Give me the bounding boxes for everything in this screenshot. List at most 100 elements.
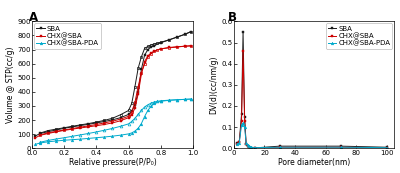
- SBA: [126, 113, 131, 116]
- CHX@SBA: [126, 117, 131, 119]
- Text: A: A: [29, 11, 38, 24]
- CHX@SBA-PDA: [166, 99, 171, 101]
- CHX@SBA: [245, 145, 250, 147]
- CHX@SBA: [46, 133, 51, 135]
- CHX@SBA-PDA: [152, 102, 157, 104]
- SBA: [139, 68, 144, 70]
- CHX@SBA: [102, 123, 107, 125]
- CHX@SBA: [277, 146, 282, 148]
- CHX@SBA-PDA: [139, 122, 144, 125]
- SBA: [338, 145, 343, 147]
- CHX@SBA: [242, 120, 247, 122]
- CHX@SBA: [139, 73, 144, 75]
- SBA: [152, 45, 157, 47]
- CHX@SBA: [239, 120, 244, 122]
- SBA: [86, 123, 91, 125]
- SBA: [253, 147, 258, 149]
- CHX@SBA-PDA: [239, 124, 244, 126]
- CHX@SBA-PDA: [145, 110, 150, 112]
- CHX@SBA: [132, 107, 137, 109]
- SBA: [277, 145, 282, 147]
- Line: SBA: SBA: [34, 30, 192, 137]
- CHX@SBA: [118, 120, 123, 122]
- Line: CHX@SBA-PDA: CHX@SBA-PDA: [236, 121, 388, 149]
- CHX@SBA: [182, 45, 187, 47]
- CHX@SBA: [33, 137, 38, 139]
- CHX@SBA: [249, 147, 254, 149]
- SBA: [245, 145, 250, 147]
- CHX@SBA: [62, 129, 67, 131]
- SBA: [158, 42, 163, 44]
- CHX@SBA-PDA: [46, 141, 51, 143]
- Y-axis label: DV(d)(cc/nm/g): DV(d)(cc/nm/g): [210, 56, 218, 114]
- CHX@SBA-PDA: [33, 143, 38, 145]
- Text: B: B: [228, 11, 236, 24]
- CHX@SBA-PDA: [384, 147, 389, 149]
- SBA: [142, 54, 147, 56]
- CHX@SBA-PDA: [174, 99, 179, 101]
- SBA: [145, 49, 150, 51]
- SBA: [62, 127, 67, 129]
- CHX@SBA-PDA: [242, 126, 247, 128]
- CHX@SBA: [142, 61, 147, 63]
- CHX@SBA: [237, 141, 242, 143]
- SBA: [94, 122, 99, 124]
- SBA: [189, 30, 194, 33]
- Line: SBA: SBA: [236, 31, 388, 149]
- CHX@SBA-PDA: [38, 142, 43, 144]
- CHX@SBA-PDA: [102, 136, 107, 138]
- CHX@SBA: [384, 147, 389, 149]
- CHX@SBA-PDA: [189, 98, 194, 100]
- CHX@SBA-PDA: [249, 146, 254, 148]
- CHX@SBA-PDA: [126, 133, 131, 135]
- CHX@SBA: [189, 45, 194, 47]
- CHX@SBA-PDA: [54, 140, 59, 142]
- SBA: [249, 147, 254, 149]
- CHX@SBA-PDA: [118, 134, 123, 136]
- SBA: [129, 110, 134, 112]
- SBA: [78, 125, 83, 127]
- CHX@SBA-PDA: [234, 143, 239, 145]
- CHX@SBA: [158, 48, 163, 50]
- SBA: [54, 129, 59, 131]
- CHX@SBA-PDA: [132, 130, 137, 132]
- SBA: [70, 126, 75, 128]
- CHX@SBA-PDA: [247, 145, 252, 147]
- Legend: SBA, CHX@SBA, CHX@SBA-PDA: SBA, CHX@SBA, CHX@SBA-PDA: [326, 24, 392, 49]
- CHX@SBA: [149, 52, 154, 54]
- SBA: [149, 46, 154, 48]
- CHX@SBA-PDA: [237, 142, 242, 144]
- CHX@SBA: [174, 46, 179, 48]
- CHX@SBA: [244, 143, 248, 145]
- CHX@SBA: [152, 50, 157, 52]
- CHX@SBA: [145, 55, 150, 57]
- SBA: [242, 116, 247, 118]
- CHX@SBA-PDA: [245, 144, 250, 146]
- CHX@SBA: [110, 122, 115, 124]
- CHX@SBA: [253, 147, 258, 149]
- CHX@SBA: [247, 146, 252, 148]
- CHX@SBA-PDA: [158, 100, 163, 102]
- CHX@SBA: [136, 93, 140, 95]
- CHX@SBA-PDA: [182, 98, 187, 100]
- CHX@SBA-PDA: [253, 147, 258, 149]
- CHX@SBA: [234, 143, 239, 145]
- Legend: SBA, CHX@SBA, CHX@SBA-PDA: SBA, CHX@SBA, CHX@SBA-PDA: [34, 24, 101, 49]
- CHX@SBA-PDA: [241, 122, 246, 124]
- SBA: [166, 39, 171, 41]
- SBA: [38, 133, 43, 135]
- CHX@SBA-PDA: [94, 137, 99, 139]
- SBA: [182, 33, 187, 35]
- CHX@SBA-PDA: [70, 139, 75, 141]
- CHX@SBA-PDA: [129, 132, 134, 134]
- Y-axis label: Volume @ STP(cc/g): Volume @ STP(cc/g): [6, 47, 14, 123]
- SBA: [110, 119, 115, 121]
- CHX@SBA: [70, 128, 75, 130]
- CHX@SBA-PDA: [277, 146, 282, 148]
- SBA: [234, 142, 239, 144]
- CHX@SBA-PDA: [62, 139, 67, 141]
- SBA: [46, 131, 51, 133]
- CHX@SBA-PDA: [78, 138, 83, 140]
- SBA: [241, 31, 246, 33]
- CHX@SBA-PDA: [136, 127, 140, 129]
